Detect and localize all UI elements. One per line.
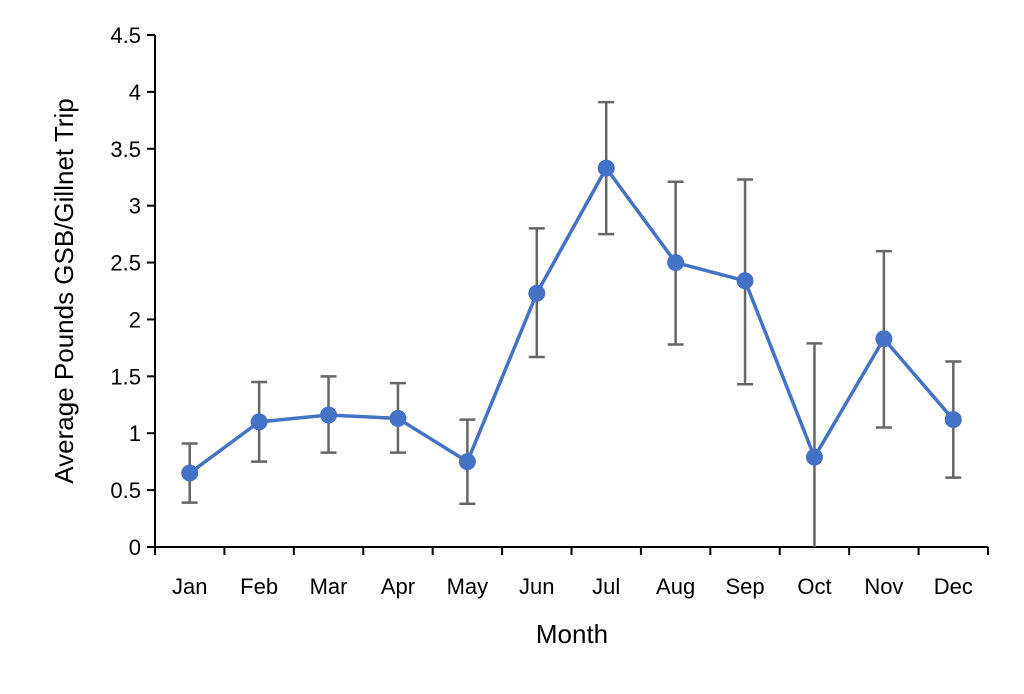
data-point — [389, 409, 407, 427]
y-tick-label: 1 — [129, 421, 141, 446]
x-tick-label: Nov — [864, 574, 903, 599]
data-point — [667, 254, 685, 272]
x-tick-label: Oct — [797, 574, 831, 599]
data-point — [528, 284, 546, 302]
error-bar — [806, 342, 823, 547]
y-axis: 0 0.5 1 1.5 2 2.5 3 3.5 4 4.5 — [110, 23, 156, 560]
y-tick-label: 4.5 — [110, 23, 141, 48]
y-tick-label: 3.5 — [110, 137, 141, 162]
series-polyline — [188, 166, 955, 475]
y-tick-label: 3 — [129, 194, 141, 219]
x-tick-label: Sep — [725, 574, 764, 599]
data-point — [875, 330, 893, 348]
y-tick-label: 2.5 — [110, 251, 141, 276]
data-markers — [181, 159, 962, 482]
x-tick-label: Jun — [519, 574, 554, 599]
x-tick-label: Jan — [172, 574, 207, 599]
x-tick-label: Apr — [381, 574, 415, 599]
y-tick-label: 2 — [129, 307, 141, 332]
data-point — [320, 406, 338, 424]
y-tick-label: 0 — [129, 535, 141, 560]
data-point — [458, 453, 476, 471]
data-point — [181, 464, 199, 482]
x-tick-label: Dec — [934, 574, 973, 599]
data-point — [805, 448, 823, 466]
series-line — [188, 166, 955, 475]
x-axis-title: Month — [536, 619, 608, 649]
y-axis-title: Average Pounds GSB/Gillnet Trip — [49, 98, 79, 483]
x-tick-label: Aug — [656, 574, 695, 599]
data-point — [736, 272, 754, 290]
x-tick-label: Feb — [240, 574, 278, 599]
x-tick-label: Mar — [310, 574, 348, 599]
y-tick-label: 0.5 — [110, 478, 141, 503]
data-point — [597, 159, 615, 177]
y-tick-label: 4 — [129, 80, 141, 105]
y-tick-label: 1.5 — [110, 364, 141, 389]
data-point — [944, 411, 962, 429]
error-bars — [181, 100, 962, 547]
data-point — [250, 413, 268, 431]
x-axis: Jan Feb Mar Apr May Jun Jul Aug Sep Oct Nov Dec — [154, 546, 989, 599]
x-tick-label: Jul — [592, 574, 620, 599]
x-tick-label: May — [447, 574, 489, 599]
